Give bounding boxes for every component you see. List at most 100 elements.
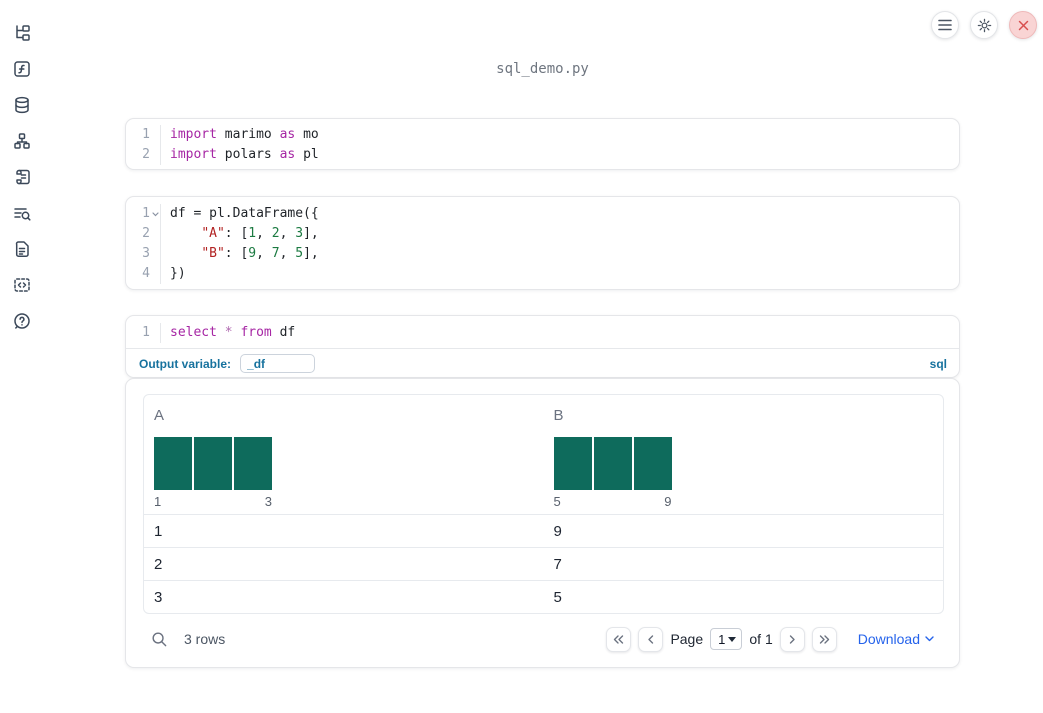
download-button[interactable]: Download: [858, 631, 934, 647]
file-explorer-icon[interactable]: [12, 23, 32, 43]
histogram-bar: [553, 437, 592, 490]
output-variable-input[interactable]: [240, 354, 316, 373]
cell-dataframe[interactable]: 1 df = pl.DataFrame({ 2 "A": [1, 2, 3], …: [125, 196, 960, 290]
snippets-icon[interactable]: [12, 275, 32, 295]
cell-value: 1: [154, 522, 163, 540]
axis-max-label: 3: [264, 494, 272, 509]
page-label: Page: [670, 631, 704, 647]
pagination: Page 1 of 1 Download: [606, 626, 934, 652]
table-row[interactable]: 2 7: [144, 547, 943, 580]
dependency-graph-icon[interactable]: [12, 131, 32, 151]
help-icon[interactable]: [12, 311, 32, 331]
code-text: df = pl.DataFrame({: [160, 204, 959, 224]
language-badge: sql: [929, 356, 947, 371]
histogram-bar: [234, 437, 272, 490]
chevron-left-icon: [648, 634, 654, 644]
page-value: 1: [718, 631, 726, 647]
axis-max-label: 9: [664, 494, 672, 509]
line-number: 3: [142, 246, 150, 261]
column-name: B: [553, 407, 564, 424]
chevron-down-icon: [925, 636, 934, 642]
sidebar: [0, 0, 44, 713]
datasources-icon[interactable]: [12, 95, 32, 115]
line-number: 2: [142, 226, 150, 241]
histogram-bar: [154, 437, 192, 490]
axis-min-label: 1: [154, 494, 162, 509]
next-page-button[interactable]: [779, 626, 805, 652]
gear-icon: [977, 18, 991, 32]
column-histogram: 5 9: [553, 437, 944, 509]
select-chevron-icon: [728, 636, 737, 642]
line-number: 1: [142, 206, 150, 221]
previous-page-button[interactable]: [638, 626, 664, 652]
close-icon: [1018, 20, 1028, 30]
documentation-icon[interactable]: [12, 239, 32, 259]
code-line: 3 "B": [9, 7, 5],: [126, 244, 959, 264]
notebook-filename: sql_demo.py: [496, 61, 589, 77]
table-row[interactable]: 3 5: [144, 580, 943, 613]
search-icon[interactable]: [151, 631, 168, 648]
histogram-bar: [593, 437, 632, 490]
code-text: import marimo as mo: [160, 125, 959, 145]
code-line: 2 import polars as pl: [126, 145, 959, 165]
logs-icon[interactable]: [12, 203, 32, 223]
chevrons-right-icon: [819, 634, 829, 644]
dataframe-table: A 1 3 B: [143, 394, 944, 614]
code-text: "B": [9, 7, 5],: [160, 244, 959, 264]
page-total-label: of 1: [749, 631, 773, 647]
first-page-button[interactable]: [606, 626, 632, 652]
cell-value: 7: [553, 555, 562, 573]
code-line: 1 import marimo as mo: [126, 125, 959, 145]
line-number: 4: [142, 266, 150, 281]
line-number: 1: [142, 325, 150, 340]
histogram-bar: [633, 437, 672, 490]
cell-value: 5: [553, 588, 562, 606]
cell-value: 9: [553, 522, 562, 540]
code-line: 1 select * from df: [126, 323, 959, 343]
cell-imports[interactable]: 1 import marimo as mo 2 import polars as…: [125, 118, 960, 170]
cell-output: A 1 3 B: [125, 378, 960, 668]
menu-icon: [938, 19, 952, 31]
code-text: import polars as pl: [160, 145, 959, 165]
table-row[interactable]: 1 9: [144, 514, 943, 547]
last-page-button[interactable]: [811, 626, 837, 652]
packages-icon[interactable]: [12, 167, 32, 187]
axis-min-label: 5: [553, 494, 561, 509]
settings-button[interactable]: [970, 11, 998, 39]
cell-value: 2: [154, 555, 163, 573]
histogram-bars: [553, 437, 944, 490]
shutdown-button[interactable]: [1009, 11, 1037, 39]
line-number: 2: [142, 147, 150, 162]
output-variable-label: Output variable:: [139, 356, 232, 371]
cell-sql[interactable]: 1 select * from df Output variable: sql: [125, 315, 960, 378]
code-text: "A": [1, 2, 3],: [160, 224, 959, 244]
code-line: 4 }): [126, 264, 959, 284]
histogram-bar: [194, 437, 232, 490]
table-header: A 1 3 B: [144, 395, 943, 514]
column-histogram: 1 3: [154, 437, 544, 509]
menu-button[interactable]: [931, 11, 959, 39]
column-header-b[interactable]: B 5 9: [544, 395, 944, 514]
histogram-bars: [154, 437, 544, 490]
column-header-a[interactable]: A 1 3: [144, 395, 544, 514]
code-text: select * from df: [160, 323, 959, 343]
code-line: 1 df = pl.DataFrame({: [126, 204, 959, 224]
code-line: 2 "A": [1, 2, 3],: [126, 224, 959, 244]
row-count: 3 rows: [184, 631, 226, 647]
chevron-right-icon: [789, 634, 795, 644]
code-text: }): [160, 264, 959, 284]
histogram-axis: 5 9: [554, 494, 672, 509]
cell-value: 3: [154, 588, 163, 606]
histogram-axis: 1 3: [154, 494, 272, 509]
variables-icon[interactable]: [12, 59, 32, 79]
column-name: A: [154, 407, 165, 424]
chevrons-left-icon: [614, 634, 624, 644]
page-select[interactable]: 1: [710, 628, 743, 650]
line-number: 1: [142, 127, 150, 142]
fold-chevron-icon[interactable]: [150, 204, 160, 224]
topbar-actions: [931, 11, 1037, 39]
download-label: Download: [857, 631, 920, 647]
table-footer: 3 rows Page 1 of 1 Download: [151, 622, 934, 656]
sql-cell-footer: Output variable: sql: [126, 349, 959, 378]
